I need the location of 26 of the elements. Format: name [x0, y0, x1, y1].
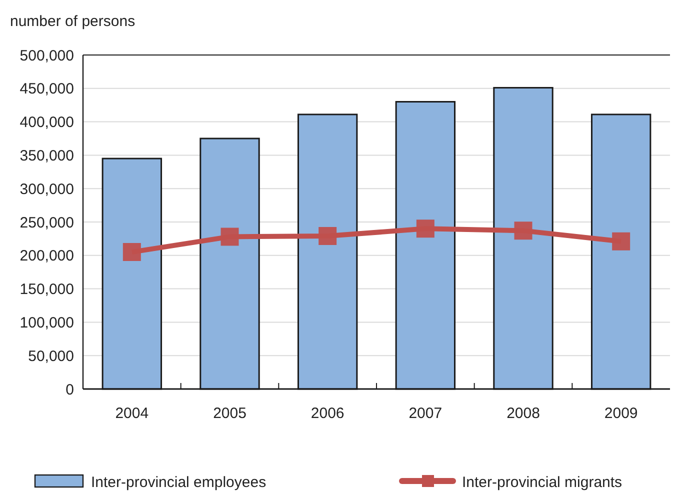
x-tick-label: 2009 [604, 405, 638, 422]
point [416, 220, 434, 238]
y-tick-label: 400,000 [20, 114, 74, 132]
point [318, 227, 337, 246]
y-axis-title: number of persons [10, 13, 136, 30]
y-tick-label: 500,000 [20, 47, 74, 64]
point [612, 232, 630, 250]
y-tick-label: 300,000 [20, 180, 74, 198]
y-tick-label: 450,000 [20, 80, 74, 98]
point [514, 222, 532, 240]
x-tick-label: 2004 [115, 405, 149, 422]
y-tick-label: 350,000 [20, 147, 74, 164]
y-tick-label: 100,000 [20, 314, 74, 332]
legend-label: Inter-provincial employees [91, 474, 266, 491]
y-tick-label: 0 [66, 381, 74, 398]
point [122, 243, 141, 262]
x-tick-label: 2008 [506, 405, 540, 422]
legend-label: Inter-provincial migrants [462, 474, 622, 491]
y-tick-label: 200,000 [20, 248, 74, 265]
x-tick-label: 2006 [310, 405, 344, 422]
y-tick-label: 50,000 [28, 348, 74, 365]
point [220, 228, 239, 246]
x-tick-label: 2005 [213, 405, 246, 422]
y-tick-label: 150,000 [20, 281, 74, 298]
y-tick-label: 250,000 [20, 214, 74, 232]
x-tick-label: 2007 [408, 405, 442, 422]
